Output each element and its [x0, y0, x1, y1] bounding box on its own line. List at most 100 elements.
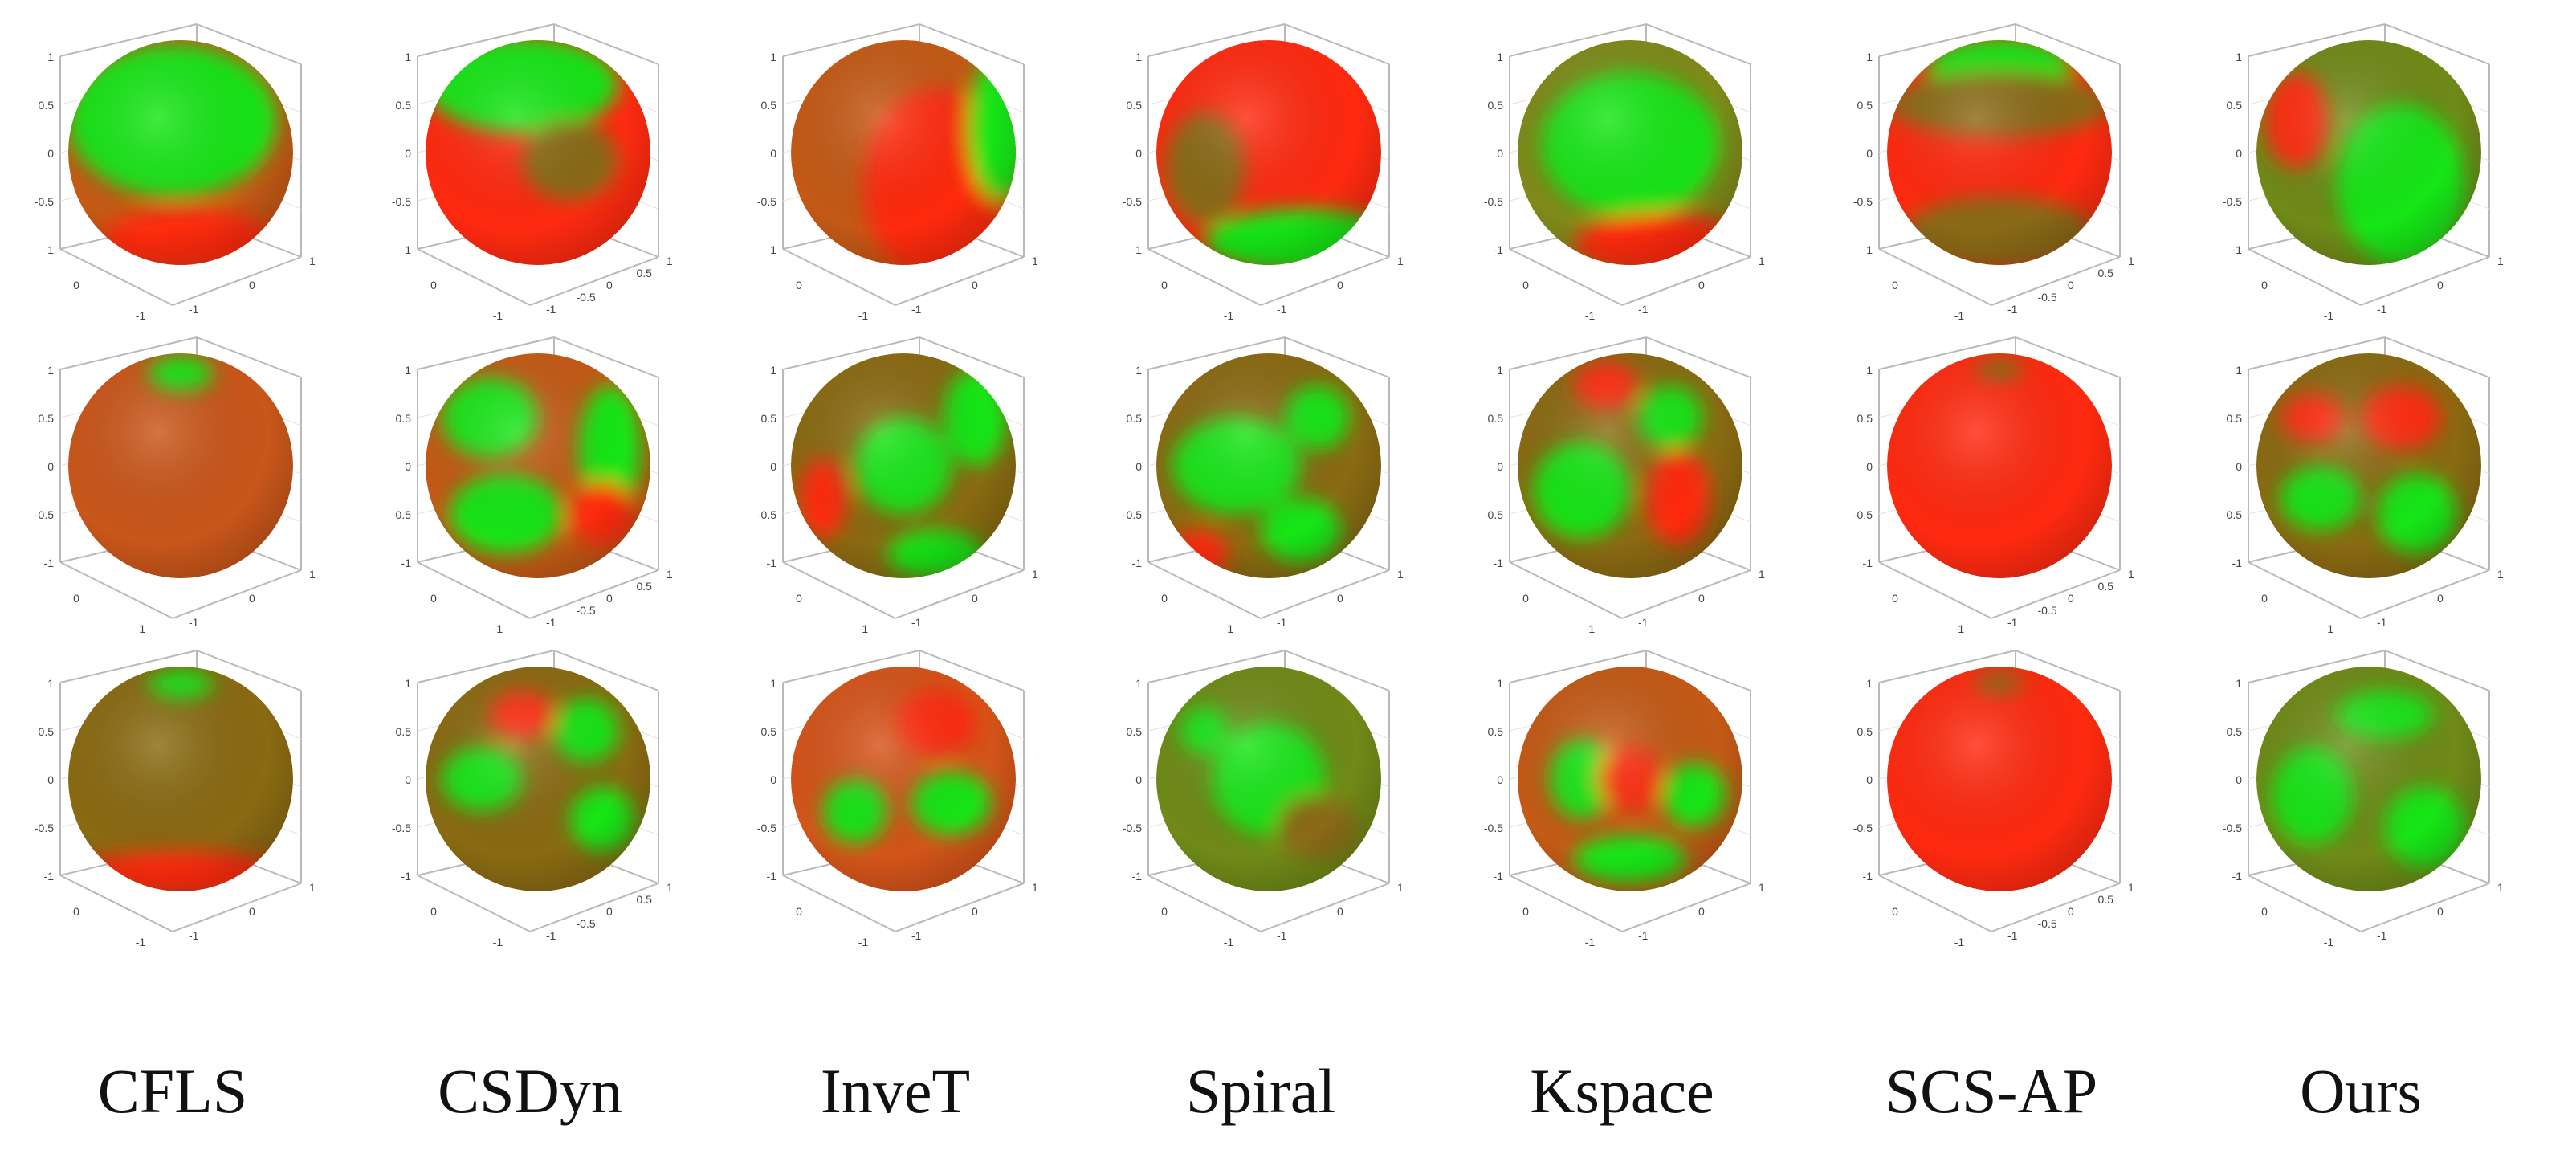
- tick-label-z: 0: [47, 147, 54, 160]
- axis-line-floor-front-left: [1147, 561, 1262, 619]
- axis-line-top-left: [2248, 650, 2386, 683]
- axis-line-floor-front-left: [417, 248, 531, 306]
- tick-label-y: -1: [1638, 616, 1649, 629]
- axis-line-floor-front-right: [895, 569, 1025, 619]
- tick-label-x: 0: [430, 592, 437, 605]
- axis-line-floor-front-left: [1147, 875, 1262, 932]
- tick-label-y: -1: [2377, 616, 2387, 629]
- tick-label-z: 0: [770, 147, 776, 160]
- sphere-surface: [68, 353, 293, 578]
- sphere-shading: [426, 667, 650, 891]
- sphere-plot-csdyn-row1: 1 0.5 0 -0.5 -1 0 -1 1 0.5 0 -0.5 -1: [369, 23, 691, 353]
- tick-label-y: -1: [189, 303, 199, 316]
- tick-label-z: -0.5: [35, 822, 54, 834]
- tick-label-z: 0: [1135, 147, 1142, 160]
- tick-label-y: 1: [1759, 255, 1765, 267]
- tick-label-y: 1: [309, 255, 316, 267]
- tick-label-x: -1: [136, 936, 146, 948]
- axis-line-top-right: [919, 336, 1025, 378]
- column-label-invet: InveT: [820, 1056, 971, 1126]
- axis-line-top-right: [1645, 23, 1751, 65]
- axis-line-top-left: [417, 23, 555, 57]
- tick-label-y: -1: [1638, 929, 1649, 942]
- sphere-surface: [68, 40, 293, 265]
- tick-label-x: 0: [796, 905, 802, 918]
- tick-label-y: 1: [1032, 568, 1038, 581]
- tick-label-x: -1: [2324, 309, 2334, 322]
- tick-label-z: -0.5: [392, 508, 411, 521]
- axis-line-top-right: [1645, 336, 1751, 378]
- tick-label-x: -1: [1954, 936, 1965, 948]
- tick-label-x: 0: [796, 592, 802, 605]
- axis-line-floor-front-left: [417, 875, 531, 932]
- tick-label-y: 1: [666, 568, 673, 581]
- tick-label-z: 0.5: [761, 725, 777, 738]
- tick-label-y: 1: [1032, 255, 1038, 267]
- axis-line-floor-front-right: [1260, 569, 1390, 619]
- tick-label-z: 1: [2236, 364, 2242, 377]
- sphere-shading: [791, 353, 1016, 578]
- sphere-surface: [1887, 353, 2112, 578]
- tick-label-x: -1: [1224, 309, 1234, 322]
- tick-label-y: 0: [972, 592, 978, 605]
- tick-label-z: -0.5: [392, 195, 411, 208]
- tick-label-z: 1: [1497, 677, 1503, 690]
- tick-label-z: 1: [770, 677, 776, 690]
- tick-label-z: 0.5: [39, 725, 55, 738]
- tick-label-y: -0.5: [577, 917, 596, 930]
- tick-label-y: -1: [546, 616, 556, 629]
- tick-label-z: 0: [1866, 147, 1873, 160]
- tick-label-y: 0: [1337, 905, 1343, 918]
- axis-line-top-left: [59, 23, 198, 57]
- sphere-shading: [1518, 353, 1742, 578]
- sphere-plot-svg: 1 0.5 0 -0.5 -1 0 -1 1 0 -1: [35, 23, 316, 322]
- sphere-surface: [791, 40, 1016, 265]
- tick-label-z: -0.5: [35, 195, 54, 208]
- axis-line-top-right: [553, 336, 659, 378]
- axis-line-floor-front-left: [2248, 248, 2362, 306]
- tick-label-x: 0: [1892, 279, 1898, 292]
- tick-label-y: -0.5: [577, 604, 596, 617]
- tick-label-x: -1: [2324, 936, 2334, 948]
- axis-line-top-right: [196, 650, 302, 691]
- tick-label-z: 1: [47, 677, 54, 690]
- tick-label-z: -1: [1494, 870, 1504, 883]
- tick-label-z: -1: [1863, 557, 1873, 569]
- tick-label-z: -1: [767, 557, 777, 569]
- tick-label-z: 0: [770, 773, 776, 786]
- axis-line-top-right: [2384, 23, 2490, 65]
- axis-line-floor-front-left: [59, 875, 173, 932]
- tick-label-y: 0.5: [637, 580, 653, 593]
- tick-label-z: -0.5: [757, 195, 776, 208]
- tick-label-x: -1: [1585, 309, 1596, 322]
- tick-label-x: -1: [493, 622, 503, 635]
- tick-label-y: 0: [249, 592, 255, 605]
- tick-label-z: 1: [47, 51, 54, 63]
- axis-line-top-right: [553, 23, 659, 65]
- sphere-shading: [2256, 667, 2481, 891]
- tick-label-z: 0.5: [2227, 412, 2243, 425]
- tick-label-z: -0.5: [392, 822, 411, 834]
- tick-label-y: -1: [911, 303, 922, 316]
- tick-label-z: 1: [770, 51, 776, 63]
- tick-label-y: 1: [309, 568, 316, 581]
- tick-label-y: -0.5: [2038, 604, 2057, 617]
- axis-line-floor-front-right: [1621, 256, 1751, 306]
- axis-line-top-left: [59, 650, 198, 683]
- tick-label-z: -1: [2232, 243, 2243, 256]
- axis-line-top-right: [196, 23, 302, 65]
- tick-label-z: -1: [767, 870, 777, 883]
- tick-label-x: -1: [858, 936, 869, 948]
- tick-label-x: 0: [1522, 279, 1529, 292]
- axis-line-top-left: [59, 336, 198, 370]
- tick-label-z: 0.5: [1857, 99, 1873, 112]
- tick-label-x: -1: [1224, 936, 1234, 948]
- sphere-shading: [68, 40, 293, 265]
- axis-line-top-left: [782, 650, 920, 683]
- sphere-surface: [2256, 40, 2481, 265]
- tick-label-z: 0.5: [1488, 725, 1504, 738]
- axis-line-top-right: [1284, 336, 1390, 378]
- axis-box: [59, 336, 302, 619]
- tick-label-z: -0.5: [2223, 195, 2242, 208]
